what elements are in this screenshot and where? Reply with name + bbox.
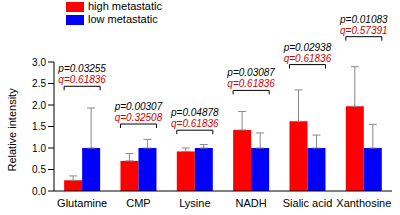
svg-text:Xanthosine: Xanthosine [336, 197, 391, 209]
svg-text:Sialic acid: Sialic acid [283, 197, 333, 209]
svg-text:p=0.01083: p=0.01083 [339, 14, 388, 25]
svg-text:NADH: NADH [236, 197, 267, 209]
svg-text:q=0.32508: q=0.32508 [115, 112, 163, 123]
svg-text:p=0.03255: p=0.03255 [57, 63, 106, 74]
html-text:high metastatic: high metastatic [88, 0, 162, 12]
svg-text:0.5: 0.5 [32, 164, 46, 175]
svg-text:p=0.00307: p=0.00307 [114, 101, 163, 112]
svg-text:3.0: 3.0 [32, 57, 46, 68]
svg-text:p=0.03087: p=0.03087 [226, 67, 275, 78]
svg-text:0.0: 0.0 [32, 186, 46, 197]
svg-text:q=0.61836: q=0.61836 [171, 118, 219, 129]
svg-text:Lysine: Lysine [179, 197, 210, 209]
svg-text:CMP: CMP [126, 197, 150, 209]
svg-text:p=0.04878: p=0.04878 [170, 107, 219, 118]
svg-text:Glutamine: Glutamine [57, 197, 107, 209]
svg-text:2.0: 2.0 [32, 100, 46, 111]
svg-text:q=0.57391: q=0.57391 [340, 25, 388, 36]
svg-text:q=0.61836: q=0.61836 [227, 78, 275, 89]
svg-text:1.0: 1.0 [32, 143, 46, 154]
svg-text:Relative intensity: Relative intensity [8, 88, 18, 172]
svg-text:q=0.61836: q=0.61836 [58, 74, 106, 85]
svg-text:1.5: 1.5 [32, 121, 46, 132]
svg-text:q=0.61836: q=0.61836 [284, 53, 332, 64]
html-text:low metastatic: low metastatic [88, 13, 158, 25]
svg-text:2.5: 2.5 [32, 78, 46, 89]
svg-text:p=0.02938: p=0.02938 [283, 42, 332, 53]
